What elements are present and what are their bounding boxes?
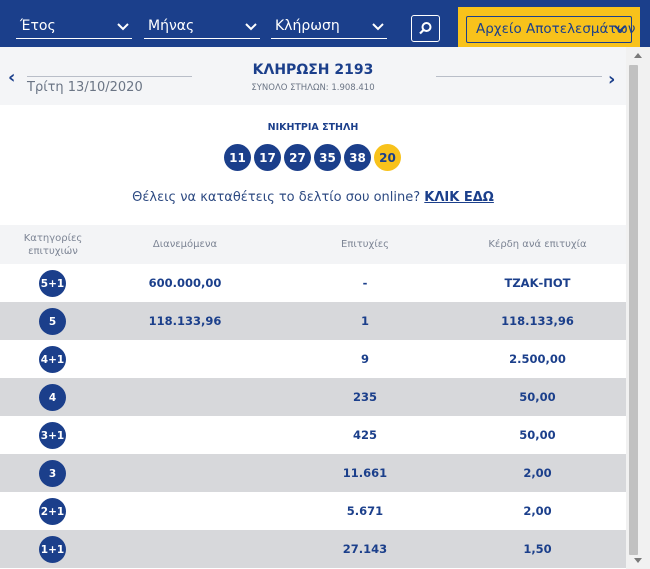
draw-select-label: Κλήρωση	[275, 18, 340, 34]
category-badge: 4	[39, 384, 66, 411]
chevron-down-icon	[245, 23, 257, 31]
distributed-value	[110, 454, 260, 492]
table-row: 3+1 425 50,00	[0, 416, 626, 454]
month-select-label: Μήνας	[148, 18, 195, 34]
winning-numbers: 11 17 27 35 38 20	[224, 144, 401, 171]
online-bet-text: Θέλεις να καταθέτεις το δελτίο σου onlin…	[132, 190, 421, 205]
vertical-scrollbar[interactable]	[626, 47, 650, 569]
year-select[interactable]: Έτος	[16, 17, 132, 39]
header-distributed: Διανεμόμενα	[152, 239, 218, 250]
table-row: 4 235 50,00	[0, 378, 626, 416]
category-badge: 3+1	[39, 422, 66, 449]
table-row: 1+1 27.143 1,50	[0, 530, 626, 568]
filter-bar: Έτος Μήνας Κλήρωση Αρχείο Αποτελεσμάτων	[0, 0, 650, 47]
table-row: 3 11.661 2,00	[0, 454, 626, 492]
winners-value: -	[362, 276, 368, 290]
payout-value: 50,00	[519, 428, 556, 442]
divider	[27, 76, 192, 77]
distributed-value	[110, 340, 260, 378]
winning-number-ball: 38	[344, 144, 371, 171]
winners-value: 11.661	[342, 466, 388, 480]
search-icon	[419, 22, 432, 35]
draw-header: ‹ Τρίτη 13/10/2020 ΚΛΗΡΩΣΗ 2193 ΣΥΝΟΛΟ Σ…	[0, 47, 626, 105]
winners-value: 235	[352, 390, 377, 404]
header-category: Κατηγορίες επιτυχιών	[23, 232, 83, 257]
year-select-label: Έτος	[20, 18, 56, 34]
scrollbar-thumb[interactable]	[629, 65, 638, 555]
online-bet-prompt: Θέλεις να καταθέτεις το δελτίο σου onlin…	[0, 190, 626, 205]
winners-value: 425	[352, 428, 377, 442]
category-badge: 4+1	[39, 346, 66, 373]
payout-value: 2,00	[523, 504, 552, 518]
category-badge: 5+1	[39, 270, 66, 297]
category-badge: 1+1	[39, 536, 66, 563]
table-row: 5+1 600.000,00 - ΤΖΑΚ-ΠΟΤ	[0, 264, 626, 302]
archive-select-label: Αρχείο Αποτελεσμάτων	[476, 21, 636, 37]
distributed-value: 600.000,00	[148, 276, 222, 290]
chevron-down-icon	[117, 23, 129, 31]
next-draw-arrow-icon[interactable]: ›	[608, 69, 616, 90]
table-row: 4+1 9 2.500,00	[0, 340, 626, 378]
winning-column-title: ΝΙΚΗΤΡΙΑ ΣΤΗΛΗ	[267, 122, 359, 133]
scroll-down-arrow-icon[interactable]	[634, 558, 642, 563]
table-row: 2+1 5.671 2,00	[0, 492, 626, 530]
joker-ball: 20	[374, 144, 401, 171]
winners-value: 27.143	[342, 542, 388, 556]
previous-draw-arrow-icon[interactable]: ‹	[8, 67, 16, 88]
draw-title: ΚΛΗΡΩΣΗ 2193	[252, 62, 374, 78]
header-winners: Επιτυχίες	[341, 239, 389, 250]
distributed-value	[110, 416, 260, 454]
search-button[interactable]	[411, 15, 440, 42]
winning-number-ball: 11	[224, 144, 251, 171]
distributed-value	[110, 530, 260, 568]
payout-value: ΤΖΑΚ-ΠΟΤ	[504, 276, 571, 290]
chevron-down-icon	[372, 23, 384, 31]
category-badge: 5	[39, 308, 66, 335]
winning-number-ball: 17	[254, 144, 281, 171]
distributed-value	[110, 492, 260, 530]
draw-select[interactable]: Κλήρωση	[271, 17, 387, 39]
chevron-down-icon	[614, 25, 626, 33]
winning-number-ball: 27	[284, 144, 311, 171]
total-columns: ΣΥΝΟΛΟ ΣΤΗΛΩΝ: 1.908.410	[251, 83, 375, 93]
month-select[interactable]: Μήνας	[144, 17, 260, 39]
payout-value: 1,50	[523, 542, 552, 556]
category-badge: 3	[39, 460, 66, 487]
header-payout: Κέρδη ανά επιτυχία	[488, 239, 587, 250]
draw-date: Τρίτη 13/10/2020	[27, 80, 143, 95]
click-here-link[interactable]: ΚΛΙΚ ΕΔΩ	[424, 190, 494, 205]
payout-value: 2.500,00	[509, 352, 566, 366]
winners-value: 1	[360, 314, 369, 328]
archive-container: Αρχείο Αποτελεσμάτων	[458, 7, 640, 47]
table-row: 5 118.133,96 1 118.133,96	[0, 302, 626, 340]
payout-value: 50,00	[519, 390, 556, 404]
results-table-header: Κατηγορίες επιτυχιών Διανεμόμενα Επιτυχί…	[0, 225, 626, 264]
winners-value: 9	[360, 352, 369, 366]
distributed-value: 118.133,96	[148, 314, 222, 328]
winning-number-ball: 35	[314, 144, 341, 171]
scroll-up-arrow-icon[interactable]	[634, 53, 642, 58]
distributed-value	[110, 378, 260, 416]
payout-value: 118.133,96	[501, 314, 574, 328]
divider	[436, 76, 602, 77]
archive-select[interactable]: Αρχείο Αποτελεσμάτων	[466, 16, 636, 43]
payout-value: 2,00	[523, 466, 552, 480]
category-badge: 2+1	[39, 498, 66, 525]
winners-value: 5.671	[346, 504, 384, 518]
